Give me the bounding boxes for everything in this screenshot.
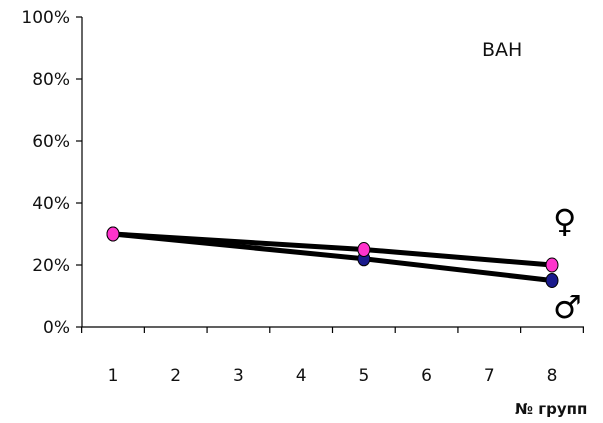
legend-female-symbol: ♀ [553,202,576,240]
x-tick-label: 6 [421,366,432,386]
y-tick-label: 100% [21,8,70,28]
x-tick-label: 7 [484,366,495,386]
y-tick-label: 80% [32,70,70,90]
series-0-point [357,242,371,257]
series-1-point [545,273,559,288]
x-tick-label: 2 [170,366,181,386]
y-tick-label: 40% [32,194,70,214]
series-lines [110,231,555,283]
x-tick-label: 5 [358,366,369,386]
legend-male-symbol: ♂ [553,288,582,326]
x-tick-label: 3 [233,366,244,386]
labels: ВАН № групп ♀ ♂ [482,39,587,418]
chart-title: ВАН [482,39,522,61]
series-0-point [545,257,559,273]
x-tick-label: 4 [296,366,307,386]
series-0-point [106,226,120,242]
y-tick-label: 20% [32,256,70,276]
y-tick-label: 60% [32,132,70,152]
x-tick-label: 8 [547,366,558,386]
x-axis-label: № групп [515,400,587,418]
axes: 0% 20% 40% 60% 80% 100% 1 2 3 4 5 6 7 8 [21,8,584,386]
y-tick-label: 0% [43,318,70,338]
x-tick-label: 1 [108,366,119,386]
series-markers [106,226,559,288]
